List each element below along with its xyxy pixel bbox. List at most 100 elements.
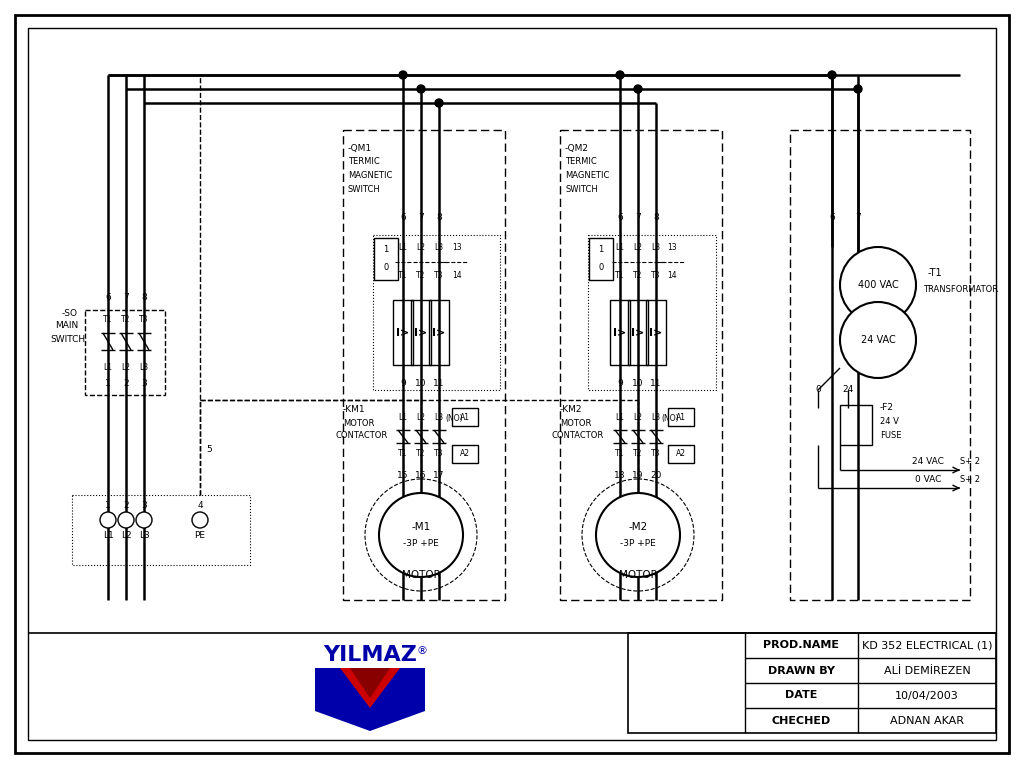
Text: T1: T1: [398, 272, 408, 280]
Text: 14: 14: [668, 272, 677, 280]
Text: I>: I>: [632, 328, 645, 338]
Text: T3: T3: [434, 272, 443, 280]
Text: L2: L2: [121, 531, 131, 539]
Bar: [85, 310, 165, 395]
Text: T2: T2: [633, 449, 643, 458]
Text: 3: 3: [141, 502, 146, 511]
Circle shape: [100, 512, 116, 528]
Text: TRANSFORMATOR: TRANSFORMATOR: [923, 284, 998, 293]
Text: MAGNETIC: MAGNETIC: [348, 171, 392, 180]
Text: L2: L2: [417, 243, 426, 251]
Bar: [411, 300, 431, 365]
Text: 6: 6: [105, 293, 111, 303]
Text: T1: T1: [615, 272, 625, 280]
Text: MAGNETIC: MAGNETIC: [565, 171, 609, 180]
Circle shape: [840, 247, 916, 323]
Text: 0: 0: [383, 263, 389, 273]
Text: A2: A2: [460, 449, 470, 458]
Text: L2: L2: [634, 413, 642, 422]
Text: T2: T2: [417, 272, 426, 280]
Text: 10: 10: [632, 379, 644, 388]
Text: -KM1: -KM1: [343, 406, 366, 415]
Text: -3P +PE: -3P +PE: [621, 538, 656, 548]
Text: 1: 1: [598, 246, 603, 254]
Text: 11: 11: [650, 379, 662, 388]
Text: 2: 2: [123, 502, 129, 511]
Text: 0: 0: [598, 263, 603, 273]
Text: 2: 2: [123, 379, 129, 388]
Circle shape: [193, 512, 208, 528]
Circle shape: [118, 512, 134, 528]
Text: 1: 1: [383, 246, 389, 254]
Text: DATE: DATE: [785, 690, 818, 700]
Text: CONTACTOR: CONTACTOR: [335, 432, 387, 441]
Text: T1: T1: [103, 316, 113, 325]
Text: -M1: -M1: [412, 522, 431, 532]
Text: 3: 3: [141, 379, 146, 388]
Text: T2: T2: [121, 316, 131, 325]
Bar: [343, 130, 505, 600]
Text: KD 352 ELECTRICAL (1): KD 352 ELECTRICAL (1): [862, 641, 992, 650]
Bar: [373, 235, 500, 390]
Circle shape: [136, 512, 152, 528]
Text: A2: A2: [676, 449, 686, 458]
Text: -3P +PE: -3P +PE: [403, 538, 439, 548]
Text: T2: T2: [633, 272, 643, 280]
Text: 20: 20: [650, 471, 662, 479]
Text: A1: A1: [676, 413, 686, 422]
Text: -M2: -M2: [629, 522, 647, 532]
Text: L3: L3: [434, 243, 443, 251]
Text: (NO): (NO): [445, 413, 463, 422]
Text: 13: 13: [453, 243, 462, 251]
Text: T2: T2: [417, 449, 426, 458]
Text: I>: I>: [396, 328, 410, 338]
Text: L3: L3: [651, 413, 660, 422]
Text: 18: 18: [614, 471, 626, 479]
Text: 7: 7: [855, 214, 861, 223]
Text: 14: 14: [453, 272, 462, 280]
Text: PROD.NAME: PROD.NAME: [764, 641, 840, 650]
Text: L3: L3: [139, 362, 148, 372]
Polygon shape: [315, 668, 425, 731]
Bar: [790, 130, 970, 600]
Text: 13: 13: [668, 243, 677, 251]
Text: SWITCH: SWITCH: [565, 186, 598, 194]
Text: -F2: -F2: [880, 403, 894, 412]
Text: MAIN: MAIN: [55, 322, 78, 330]
Text: 8: 8: [653, 214, 658, 223]
Text: S+ 2: S+ 2: [961, 475, 980, 485]
Text: 7: 7: [418, 214, 424, 223]
Text: L1: L1: [103, 362, 113, 372]
Polygon shape: [350, 668, 390, 698]
Text: 10: 10: [416, 379, 427, 388]
Polygon shape: [328, 668, 412, 708]
Text: L1: L1: [398, 243, 408, 251]
Bar: [429, 300, 449, 365]
Text: L2: L2: [417, 413, 426, 422]
Text: YILMAZ: YILMAZ: [323, 645, 417, 665]
Text: L1: L1: [615, 243, 625, 251]
Text: I>: I>: [415, 328, 428, 338]
Bar: [646, 300, 666, 365]
Circle shape: [435, 99, 443, 107]
Text: 24 VAC: 24 VAC: [860, 335, 895, 345]
Text: 9: 9: [400, 379, 406, 388]
Text: (NO): (NO): [662, 413, 679, 422]
Text: CHECHED: CHECHED: [772, 716, 831, 726]
Text: L3: L3: [434, 413, 443, 422]
Text: L3: L3: [138, 531, 150, 539]
Circle shape: [417, 85, 425, 93]
Text: 15: 15: [397, 471, 409, 479]
Text: SWITCH: SWITCH: [348, 186, 381, 194]
Text: I>: I>: [649, 328, 663, 338]
Text: L2: L2: [634, 243, 642, 251]
Text: -QM2: -QM2: [565, 144, 589, 153]
Text: 17: 17: [433, 471, 444, 479]
Bar: [72, 495, 250, 565]
Text: 10/04/2003: 10/04/2003: [895, 690, 958, 700]
Text: 1: 1: [105, 502, 111, 511]
Circle shape: [840, 302, 916, 378]
Text: 400 VAC: 400 VAC: [858, 280, 898, 290]
Text: A1: A1: [460, 413, 470, 422]
Text: FUSE: FUSE: [880, 432, 901, 441]
